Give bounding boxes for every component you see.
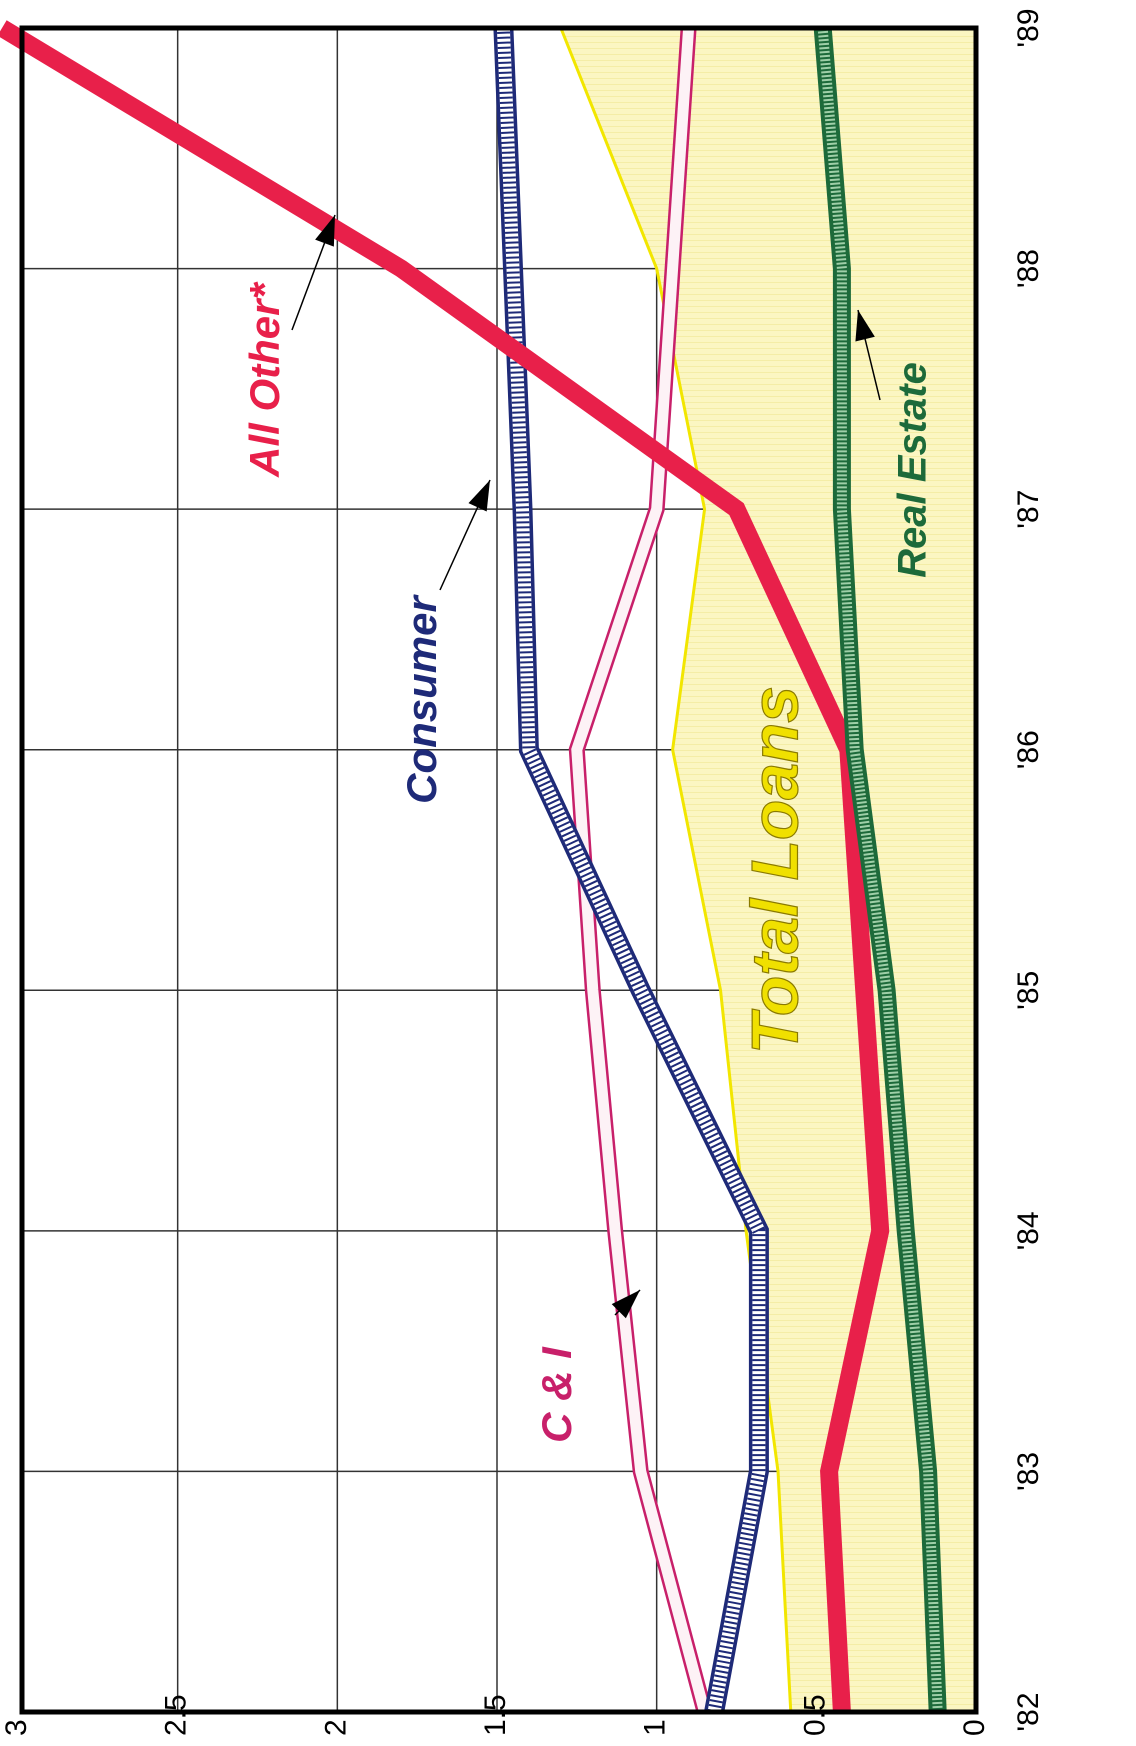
arrowhead-all-other [315, 215, 335, 247]
x-tick-label: '82 [1012, 1692, 1045, 1731]
x-tick-label: '84 [1012, 1211, 1045, 1250]
series-real-estate [813, 27, 947, 1713]
y-tick-label: 2.5 [160, 1694, 193, 1736]
series-lines [0, 20, 947, 1715]
series-all-other [0, 20, 890, 1713]
plot-frame [19, 25, 979, 1715]
x-tick-label: '86 [1012, 730, 1045, 769]
label-consumer: Consumer [398, 593, 445, 803]
y-tick-label: 0 [958, 1719, 991, 1736]
series-labels: Total Loans C & I Consumer All Other* Real E… [241, 214, 935, 1443]
series-all-other-line [0, 20, 890, 1713]
y-tick-label: 1.5 [479, 1694, 512, 1736]
series-consumer [493, 27, 769, 1714]
arrowhead-real-estate [855, 310, 875, 342]
arrowhead-c-i [611, 1290, 640, 1319]
y-tick-label: 3 [0, 1719, 33, 1736]
x-tick-label: '88 [1012, 249, 1045, 288]
series-consumer-hatch [496, 27, 766, 1714]
x-tick-label: '85 [1012, 971, 1045, 1010]
label-total-loans: Total Loans [737, 686, 811, 1054]
axis-ticks: '82 '83 '84 '85 '86 '87 '88 '89 0 0.5 1 1.5 2 2.5 3 [0, 8, 1045, 1736]
y-tick-label: 2 [319, 1719, 352, 1736]
label-c-i: C & I [533, 1346, 580, 1443]
arrowhead-consumer [468, 480, 490, 512]
y-tick-label: 1 [639, 1719, 672, 1736]
x-tick-label: '87 [1012, 490, 1045, 529]
label-real-estate: Real Estate [891, 362, 935, 578]
x-tick-label: '89 [1012, 8, 1045, 47]
label-all-other: All Other* [241, 282, 288, 478]
series-real-estate-hatch [817, 27, 943, 1713]
y-tick-label: 0.5 [798, 1694, 831, 1736]
x-tick-label: '83 [1012, 1452, 1045, 1491]
